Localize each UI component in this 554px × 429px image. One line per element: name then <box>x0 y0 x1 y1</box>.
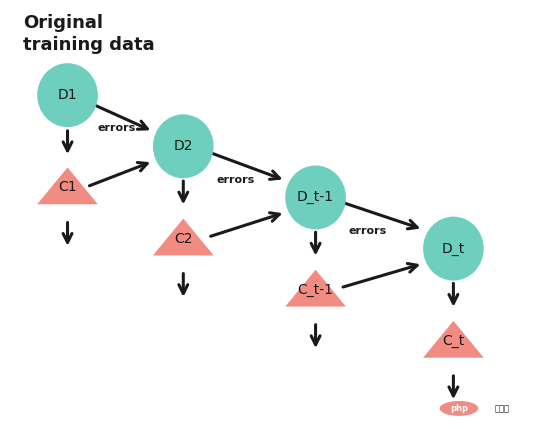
Ellipse shape <box>423 217 484 281</box>
Ellipse shape <box>37 63 98 127</box>
Polygon shape <box>423 321 484 358</box>
Text: D1: D1 <box>58 88 78 102</box>
Polygon shape <box>153 219 214 255</box>
Text: C1: C1 <box>58 180 77 194</box>
Polygon shape <box>285 270 346 307</box>
Ellipse shape <box>153 115 214 178</box>
Text: Original
training data: Original training data <box>23 14 155 54</box>
Text: C_t-1: C_t-1 <box>297 283 334 297</box>
Text: C_t: C_t <box>442 334 464 348</box>
Text: D_t-1: D_t-1 <box>297 190 334 205</box>
Text: D_t: D_t <box>442 242 465 256</box>
Text: errors: errors <box>217 175 255 185</box>
Polygon shape <box>37 167 98 204</box>
Ellipse shape <box>440 401 478 416</box>
Text: php: php <box>450 404 468 413</box>
Ellipse shape <box>285 166 346 230</box>
Text: errors: errors <box>348 226 387 236</box>
Text: D2: D2 <box>173 139 193 153</box>
Text: 中文网: 中文网 <box>495 404 510 413</box>
Text: errors: errors <box>98 124 136 133</box>
Text: C2: C2 <box>174 232 193 245</box>
